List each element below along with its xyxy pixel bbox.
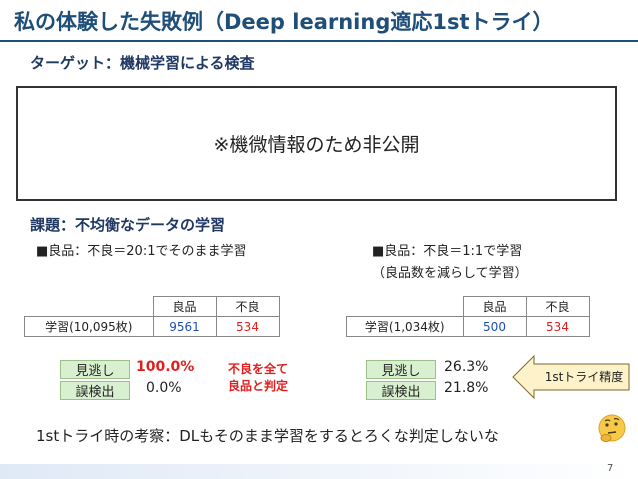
table-row: 学習(10,095枚) 9561 534 (24, 316, 280, 337)
right-bullet-sub: （良品数を減らして学習） (372, 266, 528, 281)
footer-bar (0, 464, 638, 479)
table-cell (346, 296, 464, 317)
good-count: 500 (462, 316, 527, 337)
false-detect-label: 誤検出 (60, 381, 130, 400)
false-detect-label: 誤検出 (366, 381, 436, 400)
result-note: 不良を全て 良品と判定 (228, 361, 288, 395)
conclusion-text: 1stトライ時の考察：DLもそのまま学習をするとろくな判定しないな (36, 427, 499, 445)
right-bullet: ■良品：不良＝1:1で学習 (372, 244, 523, 259)
thinking-face-icon (598, 414, 626, 442)
row-label: 学習(1,034枚) (346, 316, 464, 337)
table-header-good: 良品 (462, 296, 527, 317)
miss-value: 26.3% (444, 359, 489, 375)
arrow-label: 1stトライ精度 (545, 369, 624, 384)
left-bullet: ■良品：不良＝20:1でそのまま学習 (36, 244, 247, 259)
table-row: 学習(1,034枚) 500 534 (346, 316, 590, 337)
slide-title: 私の体験した失敗例（Deep learning適応1stトライ） (14, 10, 554, 34)
table-cell (24, 296, 154, 317)
title-divider (0, 40, 638, 42)
row-label: 学習(10,095枚) (24, 316, 154, 337)
confidential-box: ※機微情報のため非公開 (16, 86, 617, 201)
table-header-row: 良品 不良 (24, 296, 280, 317)
issue-heading: 課題：不均衡なデータの学習 (30, 216, 226, 234)
left-arrow-callout: 1stトライ精度 (512, 355, 630, 399)
note-line: 不良を全て (228, 362, 289, 376)
target-heading: ターゲット：機械学習による検査 (30, 54, 255, 72)
good-count: 9561 (152, 316, 217, 337)
confidential-text: ※機微情報のため非公開 (213, 134, 420, 156)
miss-value: 100.0% (136, 359, 195, 375)
defect-count: 534 (525, 316, 590, 337)
false-detect-value: 21.8% (444, 380, 489, 396)
table-header-defect: 不良 (215, 296, 280, 317)
table-header-good: 良品 (152, 296, 217, 317)
table-header-row: 良品 不良 (346, 296, 590, 317)
note-line: 良品と判定 (228, 379, 289, 393)
left-data-table: 良品 不良 学習(10,095枚) 9561 534 (24, 296, 280, 337)
false-detect-value: 0.0% (146, 380, 182, 396)
miss-label: 見逃し (366, 360, 436, 379)
table-header-defect: 不良 (525, 296, 590, 317)
right-data-table: 良品 不良 学習(1,034枚) 500 534 (346, 296, 590, 337)
defect-count: 534 (215, 316, 280, 337)
miss-label: 見逃し (60, 360, 130, 379)
page-number: 7 (607, 463, 614, 474)
